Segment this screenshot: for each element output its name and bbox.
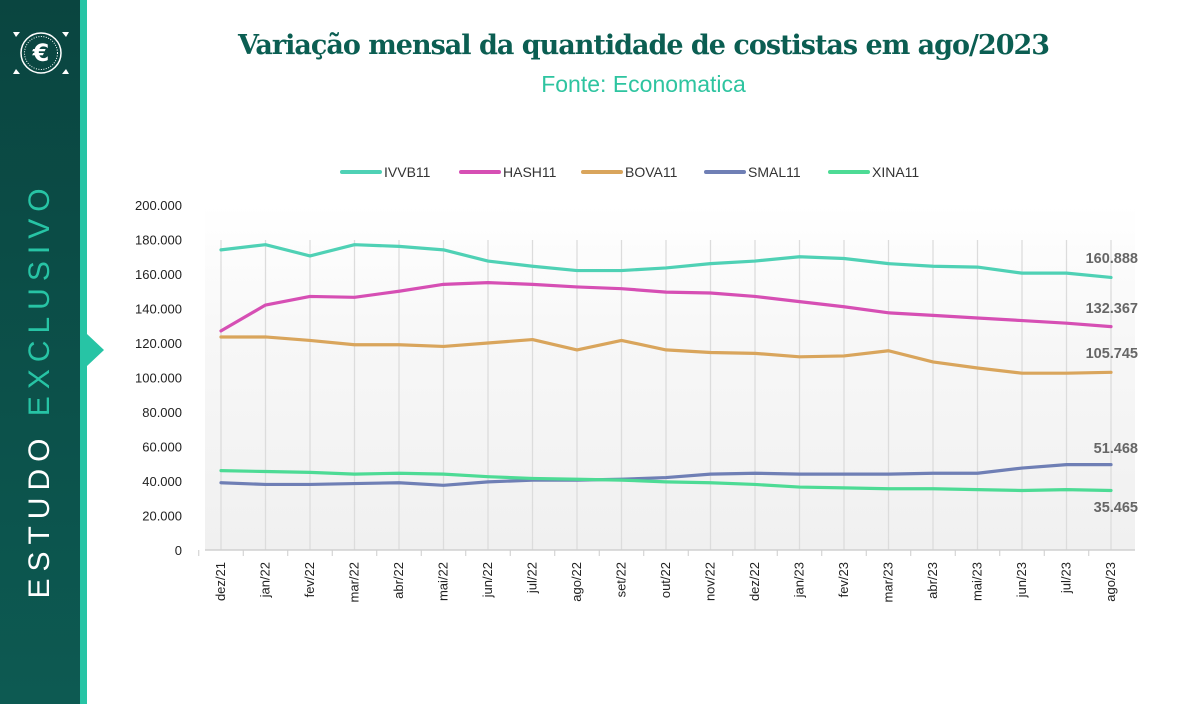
x-tick-label: mai/22 <box>436 562 451 601</box>
page-title: Variação mensal da quantidade de costist… <box>237 30 1050 61</box>
end-value-label: 132.367 <box>1086 301 1138 317</box>
x-tick-label: jul/23 <box>1059 562 1074 594</box>
x-tick-label: dez/21 <box>213 562 228 601</box>
y-tick-label: 120.000 <box>135 336 182 351</box>
x-tick-label: mar/22 <box>347 562 362 602</box>
x-tick-label: abr/23 <box>925 562 940 599</box>
sidebar: € ESTUDO EXCLUSIVO <box>0 0 80 704</box>
x-tick-label: ago/23 <box>1103 562 1118 602</box>
y-tick-label: 140.000 <box>135 302 182 317</box>
x-tick-label: fev/23 <box>836 562 851 597</box>
series-line-smal11 <box>219 463 1113 487</box>
y-tick-label: 80.000 <box>142 405 182 420</box>
y-tick-label: 20.000 <box>142 509 182 524</box>
plot-area <box>205 205 1135 550</box>
legend-label: IVVB11 <box>384 164 431 180</box>
y-tick-label: 0 <box>175 543 182 558</box>
economatica-logo-icon: € <box>13 32 69 74</box>
arrow-marker-icon <box>87 334 104 366</box>
series-line-xina11 <box>219 469 1113 493</box>
x-tick-label: dez/22 <box>747 562 762 601</box>
legend-label: HASH11 <box>503 164 557 180</box>
x-tick-label: jan/23 <box>792 562 807 598</box>
x-tick-label: mai/23 <box>970 562 985 601</box>
y-tick-label: 40.000 <box>142 474 182 489</box>
end-value-label: 105.745 <box>1086 346 1138 362</box>
y-tick-label: 60.000 <box>142 440 182 455</box>
y-tick-label: 160.000 <box>135 267 182 282</box>
y-tick-label: 200.000 <box>135 198 182 213</box>
legend-label: BOVA11 <box>625 164 678 180</box>
series-line-ivvb11 <box>219 243 1113 280</box>
x-tick-label: jul/22 <box>525 562 540 594</box>
series-line-bova11 <box>219 335 1113 375</box>
x-tick-label: nov/22 <box>703 562 718 601</box>
x-tick-label: fev/22 <box>302 562 317 597</box>
series-line-hash11 <box>219 281 1113 333</box>
x-tick-label: abr/22 <box>391 562 406 599</box>
x-tick-label: out/22 <box>658 562 673 598</box>
y-tick-label: 100.000 <box>135 371 182 386</box>
page-subtitle: Fonte: Economatica <box>541 71 746 97</box>
end-value-label: 35.465 <box>1094 500 1138 516</box>
accent-strip <box>80 0 87 704</box>
end-value-label: 51.468 <box>1094 441 1138 457</box>
x-tick-label: ago/22 <box>569 562 584 602</box>
y-tick-label: 180.000 <box>135 233 182 248</box>
svg-text:€: € <box>32 39 50 67</box>
x-tick-label: jun/22 <box>480 562 495 598</box>
x-tick-label: jun/23 <box>1014 562 1029 598</box>
x-tick-label: set/22 <box>614 562 629 597</box>
end-value-label: 160.888 <box>1086 251 1138 267</box>
legend-label: XINA11 <box>872 164 919 180</box>
x-tick-label: jan/22 <box>258 562 273 598</box>
legend-label: SMAL11 <box>748 164 801 180</box>
x-tick-label: mar/23 <box>881 562 896 602</box>
